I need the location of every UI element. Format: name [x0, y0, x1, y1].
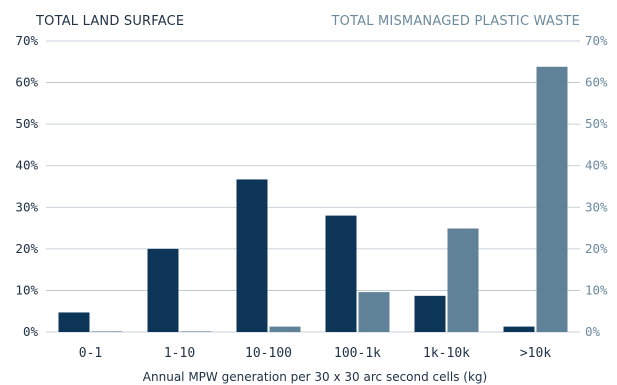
bar-total-land-surface [503, 326, 535, 332]
bar-total-land-surface [236, 179, 268, 332]
bar-series [58, 66, 568, 332]
legend-total-land-surface: TOTAL LAND SURFACE [35, 14, 184, 29]
right-y-tick-label: 70% [585, 33, 608, 48]
right-y-tick-label: 60% [585, 75, 608, 90]
left-y-tick-label: 0% [23, 324, 39, 339]
left-y-tick-label: 60% [15, 75, 38, 90]
legend-total-mismanaged-plastic-waste: TOTAL MISMANAGED PLASTIC WASTE [330, 14, 580, 29]
x-axis-category-label: 100-1k [334, 346, 381, 361]
bar-total-mismanaged-plastic-waste [180, 331, 212, 332]
x-axis-category-label: 10-100 [245, 346, 292, 361]
bar-total-land-surface [325, 215, 357, 332]
right-y-tick-label: 40% [585, 158, 608, 173]
x-axis-categories: 0-1 1-10 10-100 100-1k 1k-10k >10k [79, 346, 552, 361]
x-axis-category-label: 1-10 [164, 346, 195, 361]
bar-total-land-surface [58, 312, 90, 332]
bar-total-mismanaged-plastic-waste [536, 66, 568, 332]
x-axis-category-label: 1k-10k [423, 346, 470, 361]
bar-total-mismanaged-plastic-waste [358, 292, 390, 332]
right-y-tick-label: 20% [585, 241, 608, 256]
bar-total-mismanaged-plastic-waste [269, 326, 301, 332]
left-y-tick-label: 50% [15, 116, 38, 131]
right-y-tick-label: 0% [585, 324, 601, 339]
left-y-tick-label: 10% [15, 282, 38, 297]
bar-total-land-surface [414, 295, 446, 332]
left-y-tick-label: 40% [15, 158, 38, 173]
gridlines [46, 40, 580, 333]
x-axis-category-label: 0-1 [79, 346, 102, 361]
x-axis-category-label: >10k [520, 346, 551, 361]
x-axis-title: Annual MPW generation per 30 x 30 arc se… [143, 370, 487, 384]
bar-total-mismanaged-plastic-waste [91, 331, 123, 332]
right-y-tick-label: 50% [585, 116, 608, 131]
right-y-tick-label: 10% [585, 282, 608, 297]
left-y-axis: 0% 10% 20% 30% 40% 50% 60% 70% [15, 33, 38, 339]
left-y-tick-label: 20% [15, 241, 38, 256]
bar-total-mismanaged-plastic-waste [447, 228, 479, 332]
left-y-tick-label: 30% [15, 199, 38, 214]
right-y-tick-label: 30% [585, 199, 608, 214]
right-y-axis: 0% 10% 20% 30% 40% 50% 60% 70% [585, 33, 608, 339]
bar-total-land-surface [147, 248, 179, 332]
left-y-tick-label: 70% [15, 33, 38, 48]
